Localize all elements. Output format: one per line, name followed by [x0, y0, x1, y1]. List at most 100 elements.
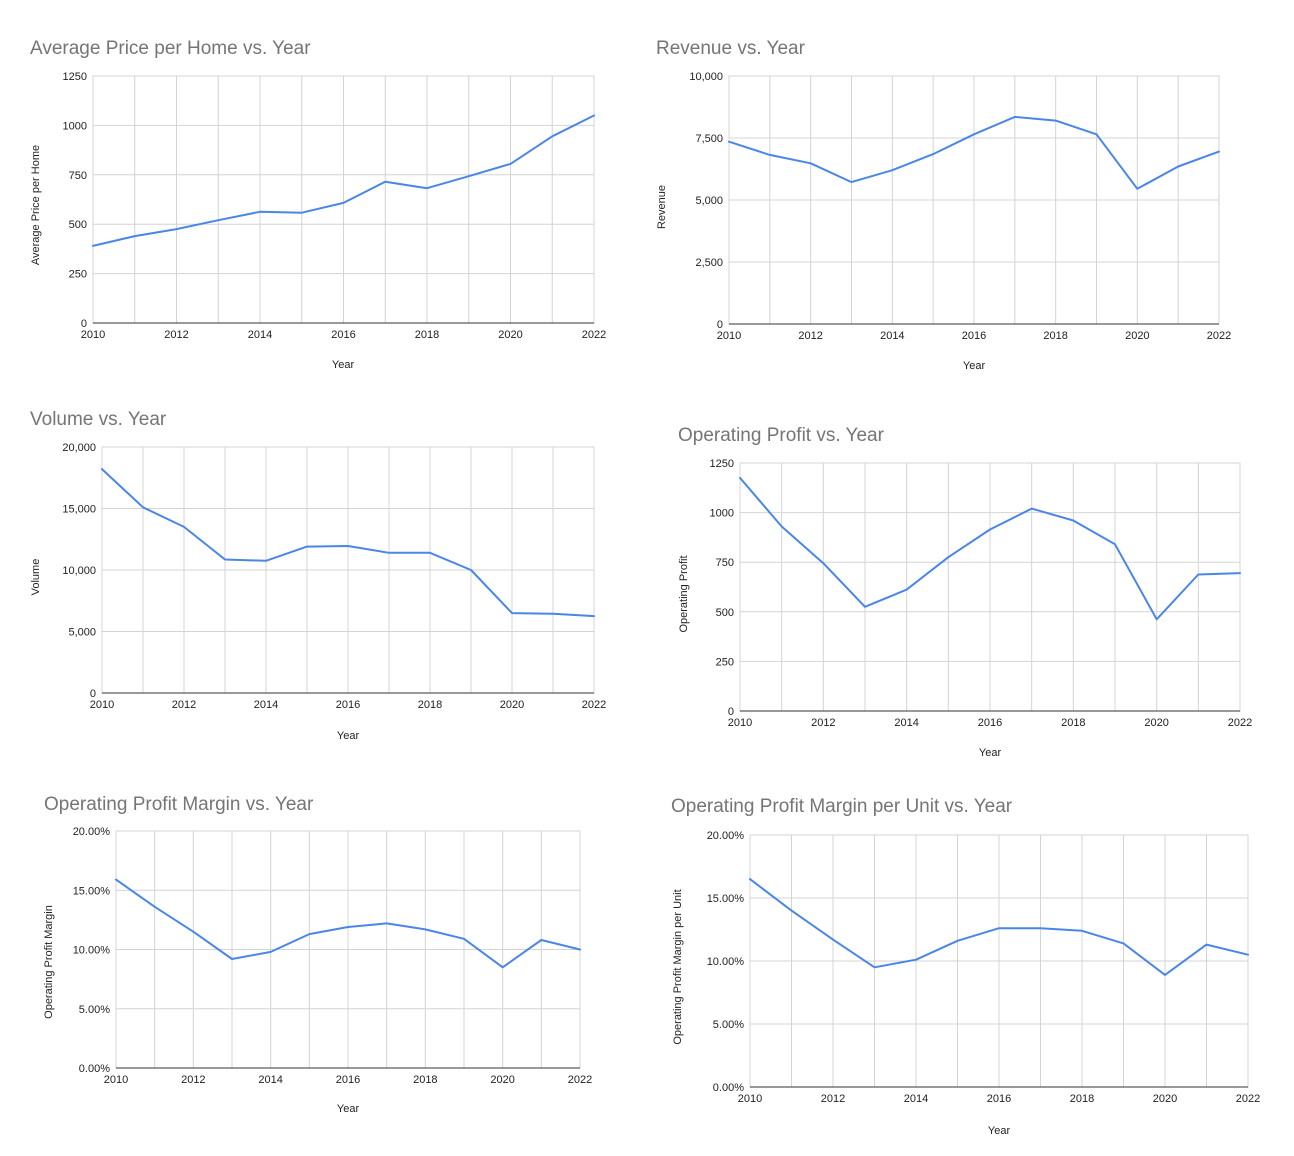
x-tick-label: 2010 [738, 1093, 762, 1105]
y-tick-label: 750 [69, 170, 87, 182]
y-tick-label: 10.00% [73, 945, 111, 957]
average-price-series-line [92, 114, 595, 247]
operating-profit-chart: Operating Profit vs. Year 0 250 500 750 1000 1… [645, 410, 1294, 770]
x-tick-label: 2020 [1153, 1093, 1177, 1105]
operating-profit-margin-per-unit-title: Operating Profit Margin per Unit vs. Yea… [671, 796, 1013, 817]
y-tick-label: 0 [728, 706, 734, 718]
x-tick-label: 2022 [582, 699, 606, 711]
operating-profit-margin-per-unit-chart: Operating Profit Margin per Unit vs. Yea… [645, 780, 1294, 1150]
x-axis-label: Year [988, 1125, 1011, 1137]
y-tick-label: 0 [81, 318, 87, 330]
y-tick-label: 7,500 [695, 133, 723, 145]
y-tick-label: 0.00% [713, 1082, 744, 1094]
y-tick-label: 750 [716, 557, 734, 569]
y-tick-label: 15.00% [707, 893, 745, 905]
y-axis-label: Average Price per Home [30, 145, 42, 265]
revenue-chart: Revenue vs. Year 0 2,500 5,000 7,500 10,000 20… [645, 0, 1294, 380]
operating-profit-margin-per-unit-svg: Operating Profit Margin per Unit vs. Yea… [671, 796, 1260, 1137]
x-tick-label: 2012 [821, 1093, 845, 1105]
x-tick-label: 2022 [1228, 717, 1252, 729]
y-tick-label: 5.00% [713, 1019, 744, 1031]
volume-chart: Volume vs. Year 0 5,000 10,000 15,000 20,000 2… [0, 395, 640, 755]
operating-profit-svg: Operating Profit vs. Year 0 250 500 750 1000 1… [678, 425, 1252, 759]
x-tick-label: 2014 [254, 699, 278, 711]
y-tick-label: 500 [69, 219, 87, 231]
revenue-series-line [728, 115, 1220, 190]
x-tick-label: 2018 [1061, 717, 1085, 729]
x-tick-label: 2012 [164, 329, 188, 341]
x-tick-label: 2018 [413, 1074, 437, 1086]
x-tick-label: 2022 [1236, 1093, 1260, 1105]
operating-profit-title: Operating Profit vs. Year [678, 425, 885, 446]
average-price-title: Average Price per Home vs. Year [30, 38, 311, 59]
y-axis-label: Revenue [656, 185, 668, 229]
y-tick-label: 5.00% [79, 1004, 110, 1016]
y-tick-label: 10,000 [689, 71, 723, 83]
y-tick-label: 15.00% [73, 885, 111, 897]
y-tick-label: 250 [716, 656, 734, 668]
x-tick-label: 2014 [248, 329, 272, 341]
average-price-svg: Average Price per Home vs. Year 0 250 500 75… [30, 38, 606, 371]
x-tick-label: 2018 [1070, 1093, 1094, 1105]
y-tick-label: 0 [717, 319, 723, 331]
y-tick-label: 1000 [710, 508, 734, 520]
x-tick-label: 2020 [500, 699, 524, 711]
y-axis-label: Volume [30, 559, 42, 596]
x-tick-label: 2020 [1125, 330, 1149, 342]
x-tick-label: 2022 [582, 329, 606, 341]
y-axis-label: Operating Profit Margin [43, 905, 55, 1019]
x-tick-label: 2014 [880, 330, 904, 342]
x-tick-label: 2010 [717, 330, 741, 342]
x-tick-label: 2022 [1207, 330, 1231, 342]
y-tick-label: 10,000 [62, 565, 96, 577]
x-tick-label: 2020 [498, 329, 522, 341]
volume-title: Volume vs. Year [30, 409, 167, 430]
x-axis-label: Year [979, 747, 1002, 759]
volume-series-line [101, 468, 595, 618]
y-tick-label: 5,000 [695, 195, 723, 207]
x-tick-label: 2016 [978, 717, 1002, 729]
x-axis-label: Year [337, 1103, 360, 1115]
x-tick-label: 2012 [798, 330, 822, 342]
x-tick-label: 2014 [894, 717, 918, 729]
x-axis-label: Year [963, 360, 986, 372]
x-tick-label: 2016 [336, 699, 360, 711]
y-tick-label: 1250 [63, 71, 87, 83]
operating-profit-margin-series-line [115, 878, 581, 969]
x-tick-label: 2022 [568, 1074, 592, 1086]
y-tick-label: 250 [69, 269, 87, 281]
x-axis-label: Year [337, 730, 360, 742]
operating-profit-margin-chart: Operating Profit Margin vs. Year 0.00% 5.0… [0, 780, 640, 1120]
x-tick-label: 2016 [336, 1074, 360, 1086]
x-tick-label: 2010 [90, 699, 114, 711]
x-tick-label: 2018 [1043, 330, 1067, 342]
x-tick-label: 2010 [728, 717, 752, 729]
y-tick-label: 20,000 [62, 442, 96, 454]
x-tick-label: 2014 [258, 1074, 282, 1086]
y-tick-label: 20.00% [73, 826, 111, 838]
operating-profit-margin-per-unit-series-line [749, 878, 1249, 976]
volume-svg: Volume vs. Year 0 5,000 10,000 15,000 20,000 2… [30, 409, 606, 742]
y-tick-label: 1250 [710, 458, 734, 470]
x-tick-label: 2016 [987, 1093, 1011, 1105]
y-tick-label: 10.00% [707, 956, 745, 968]
y-tick-label: 2,500 [695, 257, 723, 269]
x-tick-label: 2014 [904, 1093, 928, 1105]
y-tick-label: 1000 [63, 120, 87, 132]
x-tick-label: 2016 [331, 329, 355, 341]
operating-profit-margin-title: Operating Profit Margin vs. Year [44, 794, 314, 815]
x-tick-label: 2012 [172, 699, 196, 711]
y-tick-label: 20.00% [707, 830, 745, 842]
x-tick-label: 2020 [1144, 717, 1168, 729]
average-price-chart: Average Price per Home vs. Year 0 250 500 75… [0, 0, 640, 380]
x-tick-label: 2012 [811, 717, 835, 729]
revenue-svg: Revenue vs. Year 0 2,500 5,000 7,500 10,000 20… [656, 38, 1231, 372]
x-tick-label: 2016 [962, 330, 986, 342]
y-tick-label: 15,000 [62, 504, 96, 516]
revenue-title: Revenue vs. Year [656, 38, 806, 59]
y-axis-label: Operating Profit Margin per Unit [672, 889, 684, 1044]
operating-profit-margin-svg: Operating Profit Margin vs. Year 0.00% 5.0… [43, 794, 592, 1115]
x-tick-label: 2020 [490, 1074, 514, 1086]
y-tick-label: 0.00% [79, 1063, 110, 1075]
